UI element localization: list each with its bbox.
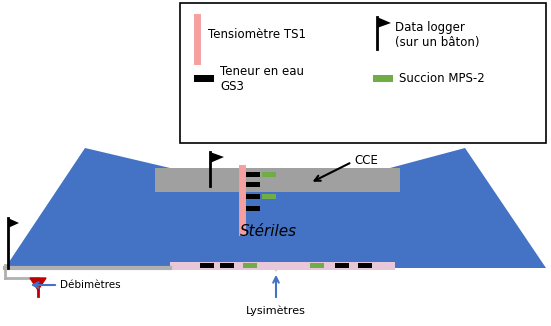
Bar: [358, 262, 372, 268]
Polygon shape: [377, 17, 391, 28]
Bar: [194, 75, 214, 82]
Bar: [220, 262, 234, 268]
Text: Data logger
(sur un bâton): Data logger (sur un bâton): [395, 21, 479, 49]
Polygon shape: [8, 218, 19, 228]
Polygon shape: [210, 152, 224, 163]
Text: CCE: CCE: [354, 154, 378, 167]
Bar: [335, 262, 349, 268]
Bar: [310, 262, 324, 268]
Polygon shape: [268, 262, 284, 272]
Bar: [246, 194, 260, 199]
Text: Tensiomètre TS1: Tensiomètre TS1: [208, 28, 306, 41]
Text: Teneur en eau
GS3: Teneur en eau GS3: [220, 65, 304, 93]
Polygon shape: [30, 278, 46, 290]
Polygon shape: [170, 262, 395, 270]
Bar: [246, 171, 260, 176]
Bar: [246, 182, 260, 186]
Bar: [200, 262, 214, 268]
FancyBboxPatch shape: [180, 3, 546, 143]
Bar: [262, 171, 276, 176]
Polygon shape: [155, 168, 400, 192]
Bar: [246, 205, 260, 211]
Text: Débimètres: Débimètres: [60, 280, 121, 290]
Text: Lysimètres: Lysimètres: [246, 306, 306, 317]
Bar: [243, 262, 257, 268]
Polygon shape: [5, 148, 546, 268]
Text: Stériles: Stériles: [240, 225, 296, 240]
Bar: [373, 75, 393, 82]
Bar: [262, 194, 276, 199]
Text: Succion MPS-2: Succion MPS-2: [399, 72, 485, 85]
